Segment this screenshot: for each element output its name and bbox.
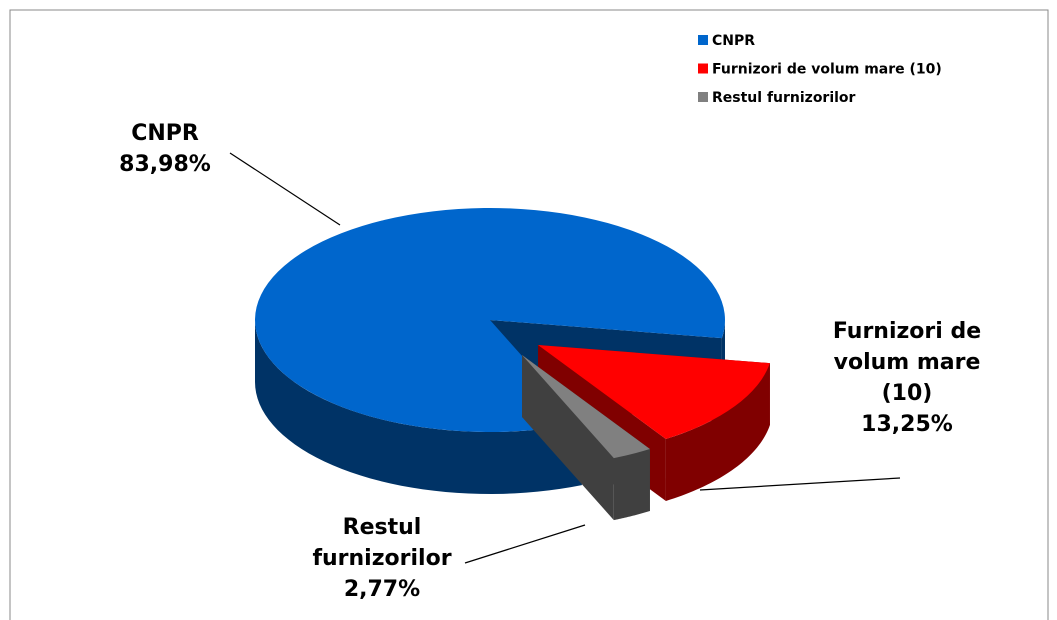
data-label: CNPR 83,98% [65,118,265,180]
pie-side [665,363,770,501]
legend-label: Restul furnizorilor [712,90,856,106]
data-label-name: Furnizori de volum mare (10) [832,319,982,406]
legend-swatch [698,35,708,45]
legend-label: Furnizori de volum mare (10) [712,62,942,78]
data-label-value: 13,25% [861,412,953,437]
legend-swatch [698,63,708,74]
pie-slice [254,208,725,433]
data-label-value: 83,98% [119,152,211,177]
data-label-name: Restul furnizorilor [312,515,452,571]
pie-slice [522,355,650,459]
pie-slice [538,345,770,439]
leader-line [464,524,586,564]
leader-line [229,152,341,226]
data-label-name: CNPR [131,121,199,146]
leader-line [699,477,901,491]
pie-side [613,448,650,521]
pie [254,208,770,521]
pie-side [255,320,582,494]
data-label: Restul furnizorilor 2,77% [295,512,470,605]
data-label-value: 2,77% [343,577,421,602]
data-label: Furnizori de volum mare (10) 13,25% [817,316,997,440]
legend-swatch [698,92,708,102]
pie-wall [522,355,614,521]
legend-label: CNPR [712,33,755,49]
legend: CNPR Furnizori de volum mare (10) Restul f… [698,33,942,106]
